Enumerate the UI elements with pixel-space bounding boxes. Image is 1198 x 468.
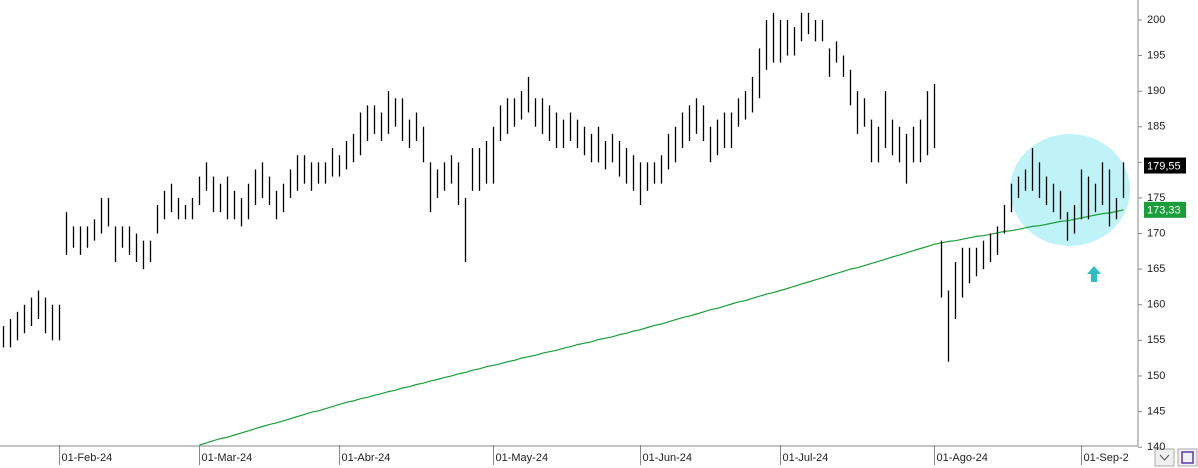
x-tick-label: 01-Ago-24 [937,452,988,464]
x-tick-label: 01-Abr-24 [342,452,391,464]
y-tick-label: 140 [1147,441,1165,453]
chevron-icon [1159,454,1170,461]
arrow-icon [1087,266,1101,282]
y-tick-label: 185 [1147,121,1165,133]
highlight-circle [1010,134,1130,246]
x-tick-label: 01-Feb-24 [62,452,113,464]
y-tick-label: 195 [1147,49,1165,61]
y-tick-label: 145 [1147,405,1165,417]
y-tick-label: 200 [1147,14,1165,26]
y-tick-label: 150 [1147,370,1165,382]
x-tick-label: 01-Jul-24 [783,452,829,464]
scroll-button[interactable] [1154,448,1175,467]
value-box [1144,201,1186,218]
save-icon [1181,451,1194,464]
x-tick-label: 01-Sep-2 [1084,452,1129,464]
value-box [1144,157,1186,174]
x-tick-label: 01-May-24 [496,452,549,464]
y-tick-label: 190 [1147,85,1165,97]
y-tick-label: 155 [1147,334,1165,346]
x-tick-label: 01-Jun-24 [643,452,693,464]
value-box-label: 173,33 [1147,205,1181,217]
y-tick-label: 170 [1147,227,1165,239]
x-tick-label: 01-Mar-24 [202,452,253,464]
y-tick-label: 175 [1147,192,1165,204]
value-box-label: 179,55 [1147,160,1181,172]
y-tick-label: 165 [1147,263,1165,275]
y-tick-label: 160 [1147,299,1165,311]
moving-average-line [199,209,1124,446]
